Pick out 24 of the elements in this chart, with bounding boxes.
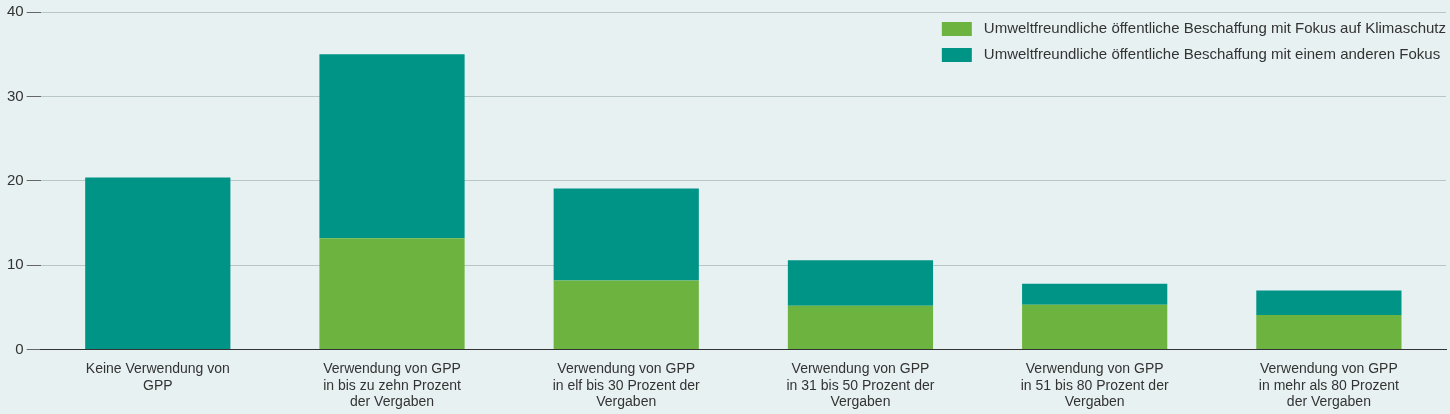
x-tick-label: Verwendung von GPP in 31 bis 50 Prozent der Vergaben xyxy=(786,359,935,410)
bar xyxy=(1256,290,1402,315)
legend-label: Umweltfreundliche öffentliche Beschaffung mit Fokus auf Klimaschutz xyxy=(983,19,1447,37)
y-tick-label: 10 xyxy=(7,255,24,273)
bar xyxy=(553,188,699,281)
bar xyxy=(553,280,699,350)
y-tick-label: 0 xyxy=(15,339,24,357)
bar xyxy=(787,305,934,350)
x-tick-label: Verwendung von GPP in mehr als 80 Prozent der Vergaben xyxy=(1258,359,1400,410)
legend-label: Umweltfreundliche öffentliche Beschaffung mit einem anderen Fokus xyxy=(983,45,1441,63)
x-tick-label: Verwendung von GPP in elf bis 30 Prozent der Vergaben xyxy=(552,359,701,410)
bar xyxy=(319,54,465,239)
bar xyxy=(1256,315,1402,350)
bar xyxy=(319,238,465,350)
bar xyxy=(1022,304,1168,350)
bar xyxy=(85,177,231,350)
x-tick-label: Verwendung von GPP in 51 bis 80 Prozent der Vergaben xyxy=(1020,359,1169,410)
bar xyxy=(1022,283,1168,305)
x-tick-label: Verwendung von GPP in bis zu zehn Prozent der Vergaben xyxy=(323,359,461,410)
y-tick-label: 20 xyxy=(7,170,24,188)
bar xyxy=(787,260,934,306)
y-tick-label: 40 xyxy=(7,2,24,20)
y-tick-label: 30 xyxy=(7,86,24,104)
x-tick-label: Keine Verwendung von GPP xyxy=(85,359,230,393)
